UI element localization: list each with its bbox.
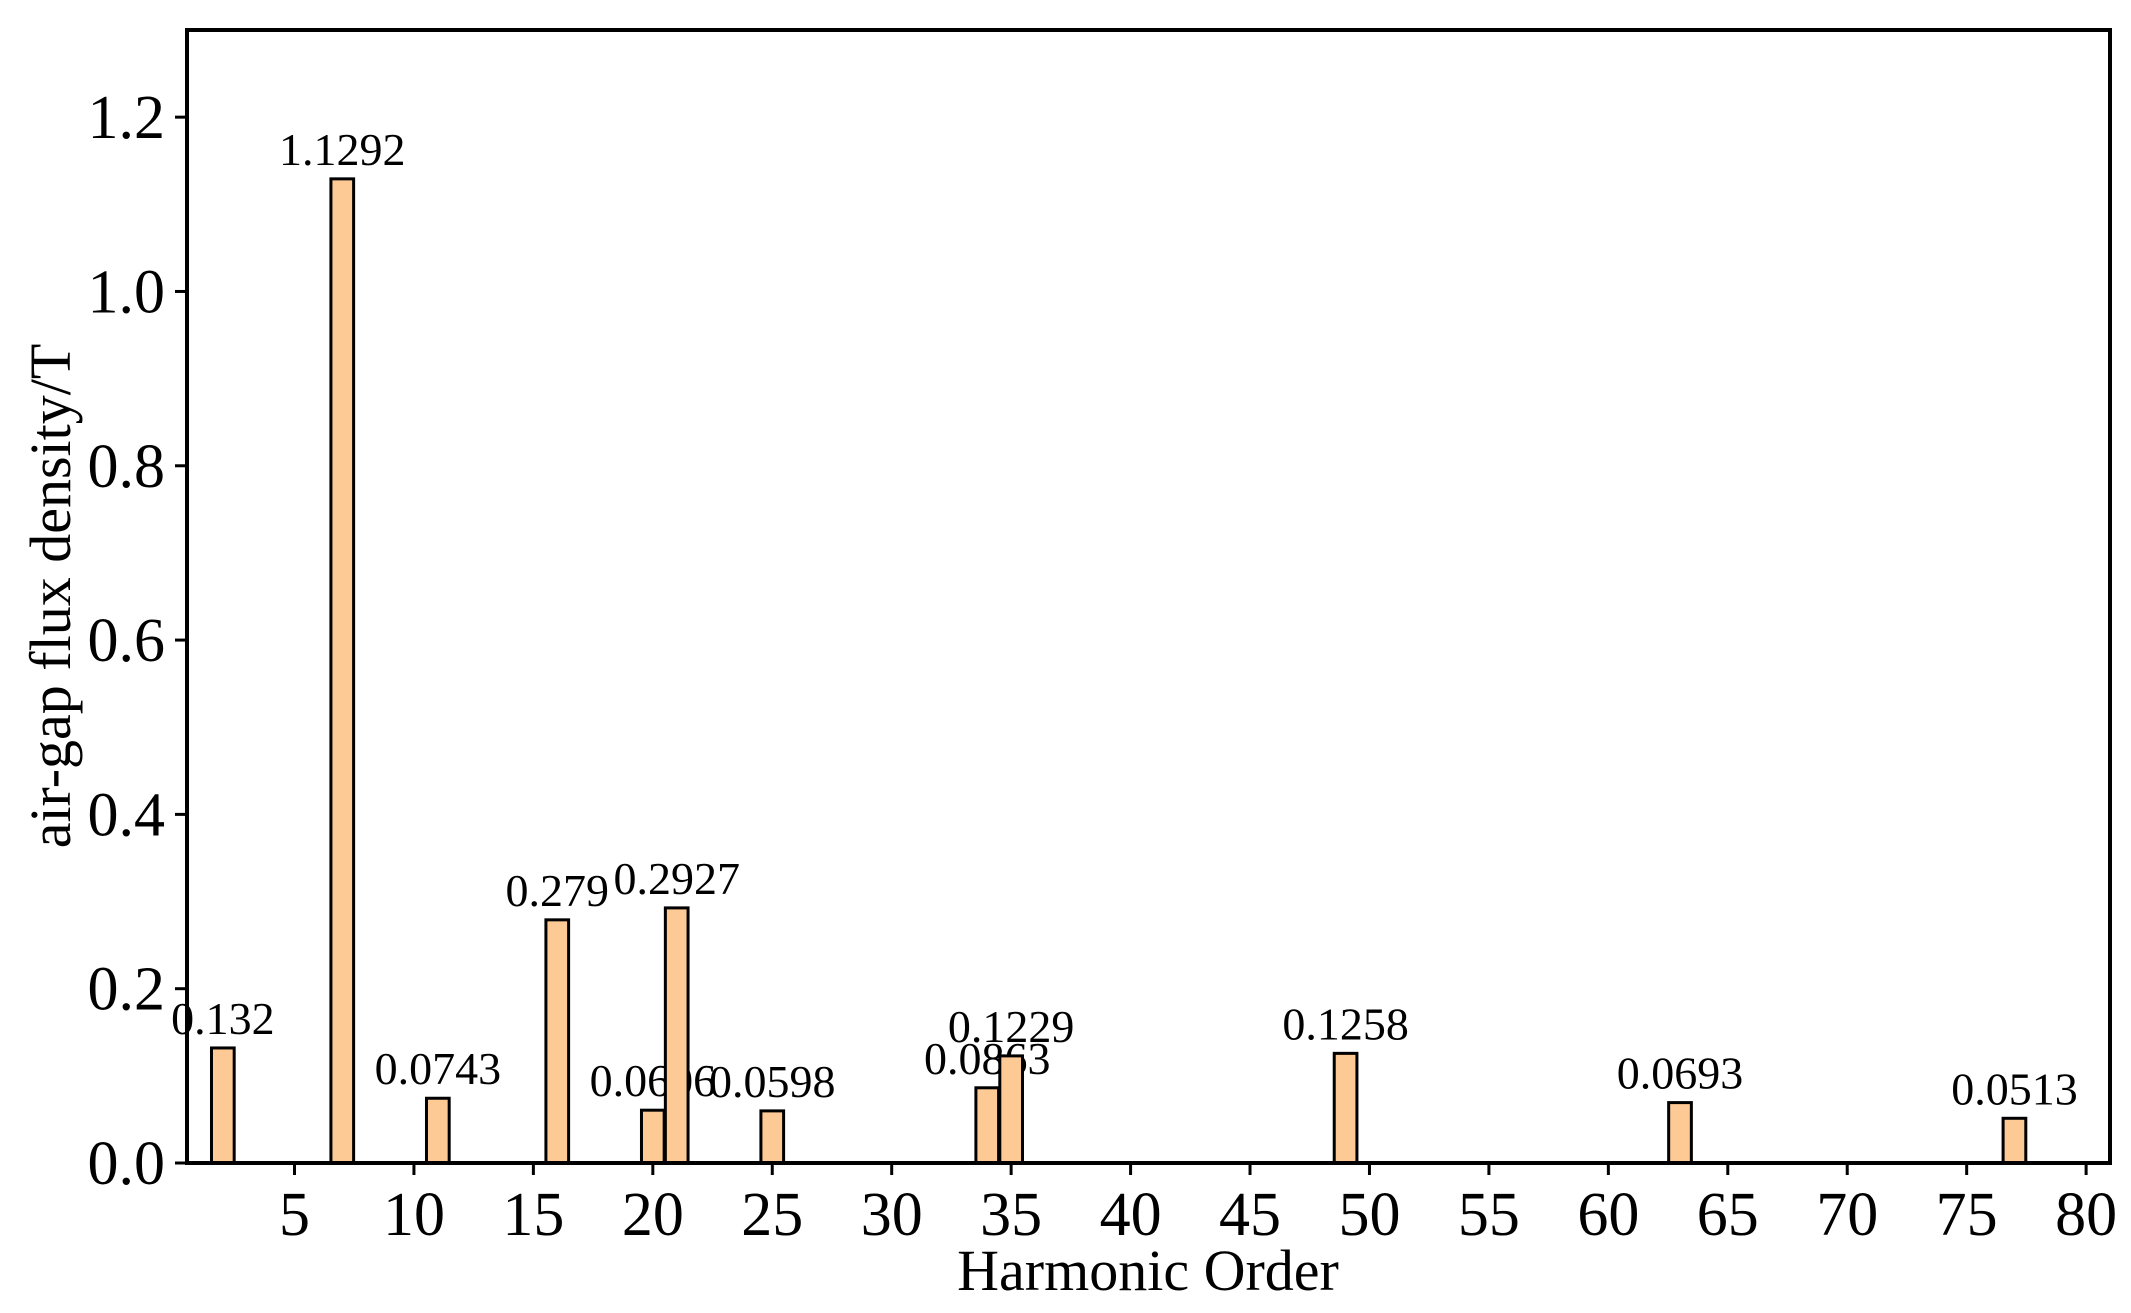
x-tick-label: 30 — [861, 1181, 923, 1249]
x-tick-label: 55 — [1458, 1181, 1520, 1249]
x-tick-label: 75 — [1936, 1181, 1998, 1249]
bar — [974, 1086, 1001, 1165]
x-tick-label: 50 — [1338, 1181, 1400, 1249]
y-tick-label: 0.6 — [88, 607, 166, 675]
x-tick-label: 35 — [980, 1181, 1042, 1249]
bar — [663, 906, 690, 1165]
y-tick-label: 0.4 — [88, 781, 166, 849]
plot-frame — [185, 28, 2112, 1165]
x-tick-label: 10 — [383, 1181, 445, 1249]
x-tick-label: 40 — [1100, 1181, 1162, 1249]
y-tick-label: 1.0 — [88, 258, 166, 326]
y-axis-label: air-gap flux density/T — [18, 344, 83, 849]
value-label: 0.1229 — [948, 1001, 1075, 1052]
bar — [759, 1109, 786, 1165]
bar — [1332, 1051, 1359, 1165]
value-label: 0.0606 — [590, 1055, 717, 1106]
x-tick-label: 60 — [1577, 1181, 1639, 1249]
bar — [209, 1046, 236, 1165]
value-label: 0.0513 — [1951, 1063, 2078, 1114]
x-tick-label: 70 — [1816, 1181, 1878, 1249]
bar — [639, 1108, 666, 1165]
bar — [2001, 1116, 2028, 1165]
value-label: 0.2927 — [613, 853, 740, 904]
x-tick-label: 65 — [1697, 1181, 1759, 1249]
bar — [1667, 1101, 1693, 1165]
x-tick-label: 20 — [622, 1181, 684, 1249]
x-tick-label: 25 — [741, 1181, 803, 1249]
x-tick-label: 15 — [502, 1181, 564, 1249]
value-label: 0.279 — [506, 865, 610, 916]
y-tick-label: 1.2 — [88, 84, 166, 152]
bar — [544, 918, 571, 1165]
value-label: 1.1292 — [279, 124, 406, 175]
value-label: 0.0693 — [1617, 1048, 1744, 1099]
value-label: 0.0863 — [924, 1033, 1051, 1084]
y-tick-label: 0.8 — [88, 433, 166, 501]
value-label: 0.0743 — [375, 1043, 502, 1094]
bar — [424, 1096, 451, 1165]
y-tick-label: 0.0 — [88, 1130, 166, 1198]
value-label: 0.0598 — [709, 1056, 836, 1107]
x-tick-label: 5 — [279, 1181, 310, 1249]
x-tick-label: 45 — [1219, 1181, 1281, 1249]
x-tick-label: 80 — [2055, 1181, 2117, 1249]
bar — [329, 177, 356, 1165]
bar — [998, 1054, 1024, 1165]
y-tick-label: 0.2 — [88, 956, 166, 1024]
x-axis-label: Harmonic Order — [957, 1238, 1339, 1303]
value-label: 0.1258 — [1282, 998, 1409, 1049]
